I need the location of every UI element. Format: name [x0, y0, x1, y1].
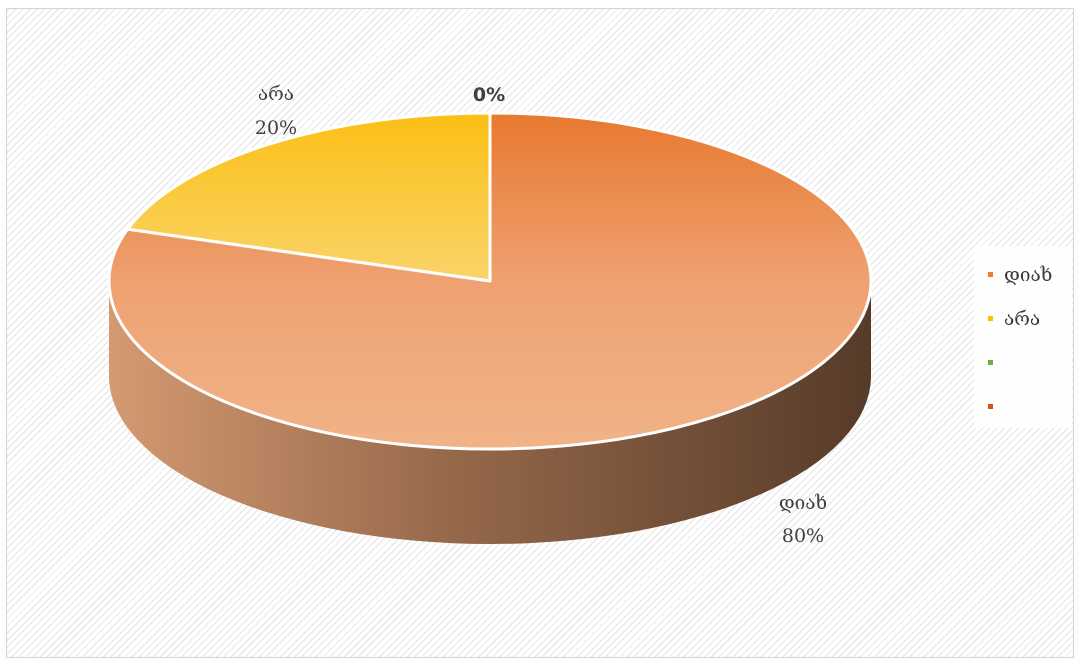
- legend-swatch: [988, 404, 993, 409]
- pie-side-wall: [109, 281, 871, 544]
- data-label: დიახ: [779, 492, 827, 514]
- pie-slices: [107, 111, 873, 451]
- pie-side: [109, 281, 871, 544]
- data-label: 80%: [782, 525, 824, 547]
- data-label: არა: [258, 83, 294, 105]
- legend-label: არა: [1004, 308, 1041, 330]
- data-label: 20%: [255, 117, 297, 139]
- legend-swatch: [988, 272, 993, 277]
- legend-item[interactable]: დიახ: [988, 262, 1072, 288]
- legend-item[interactable]: [988, 350, 1072, 376]
- pie-labels: დიახ 80% არა 20% 0%: [255, 83, 827, 547]
- pie-slice-2[interactable]: [126, 111, 492, 283]
- legend-item[interactable]: [988, 394, 1072, 420]
- legend-swatch: [988, 316, 993, 321]
- data-label: 0%: [473, 84, 505, 106]
- legend-item[interactable]: არა: [988, 306, 1072, 332]
- legend-swatch: [988, 360, 993, 365]
- legend-label: დიახ: [1004, 264, 1053, 286]
- legend: დიახ არა: [974, 246, 1072, 428]
